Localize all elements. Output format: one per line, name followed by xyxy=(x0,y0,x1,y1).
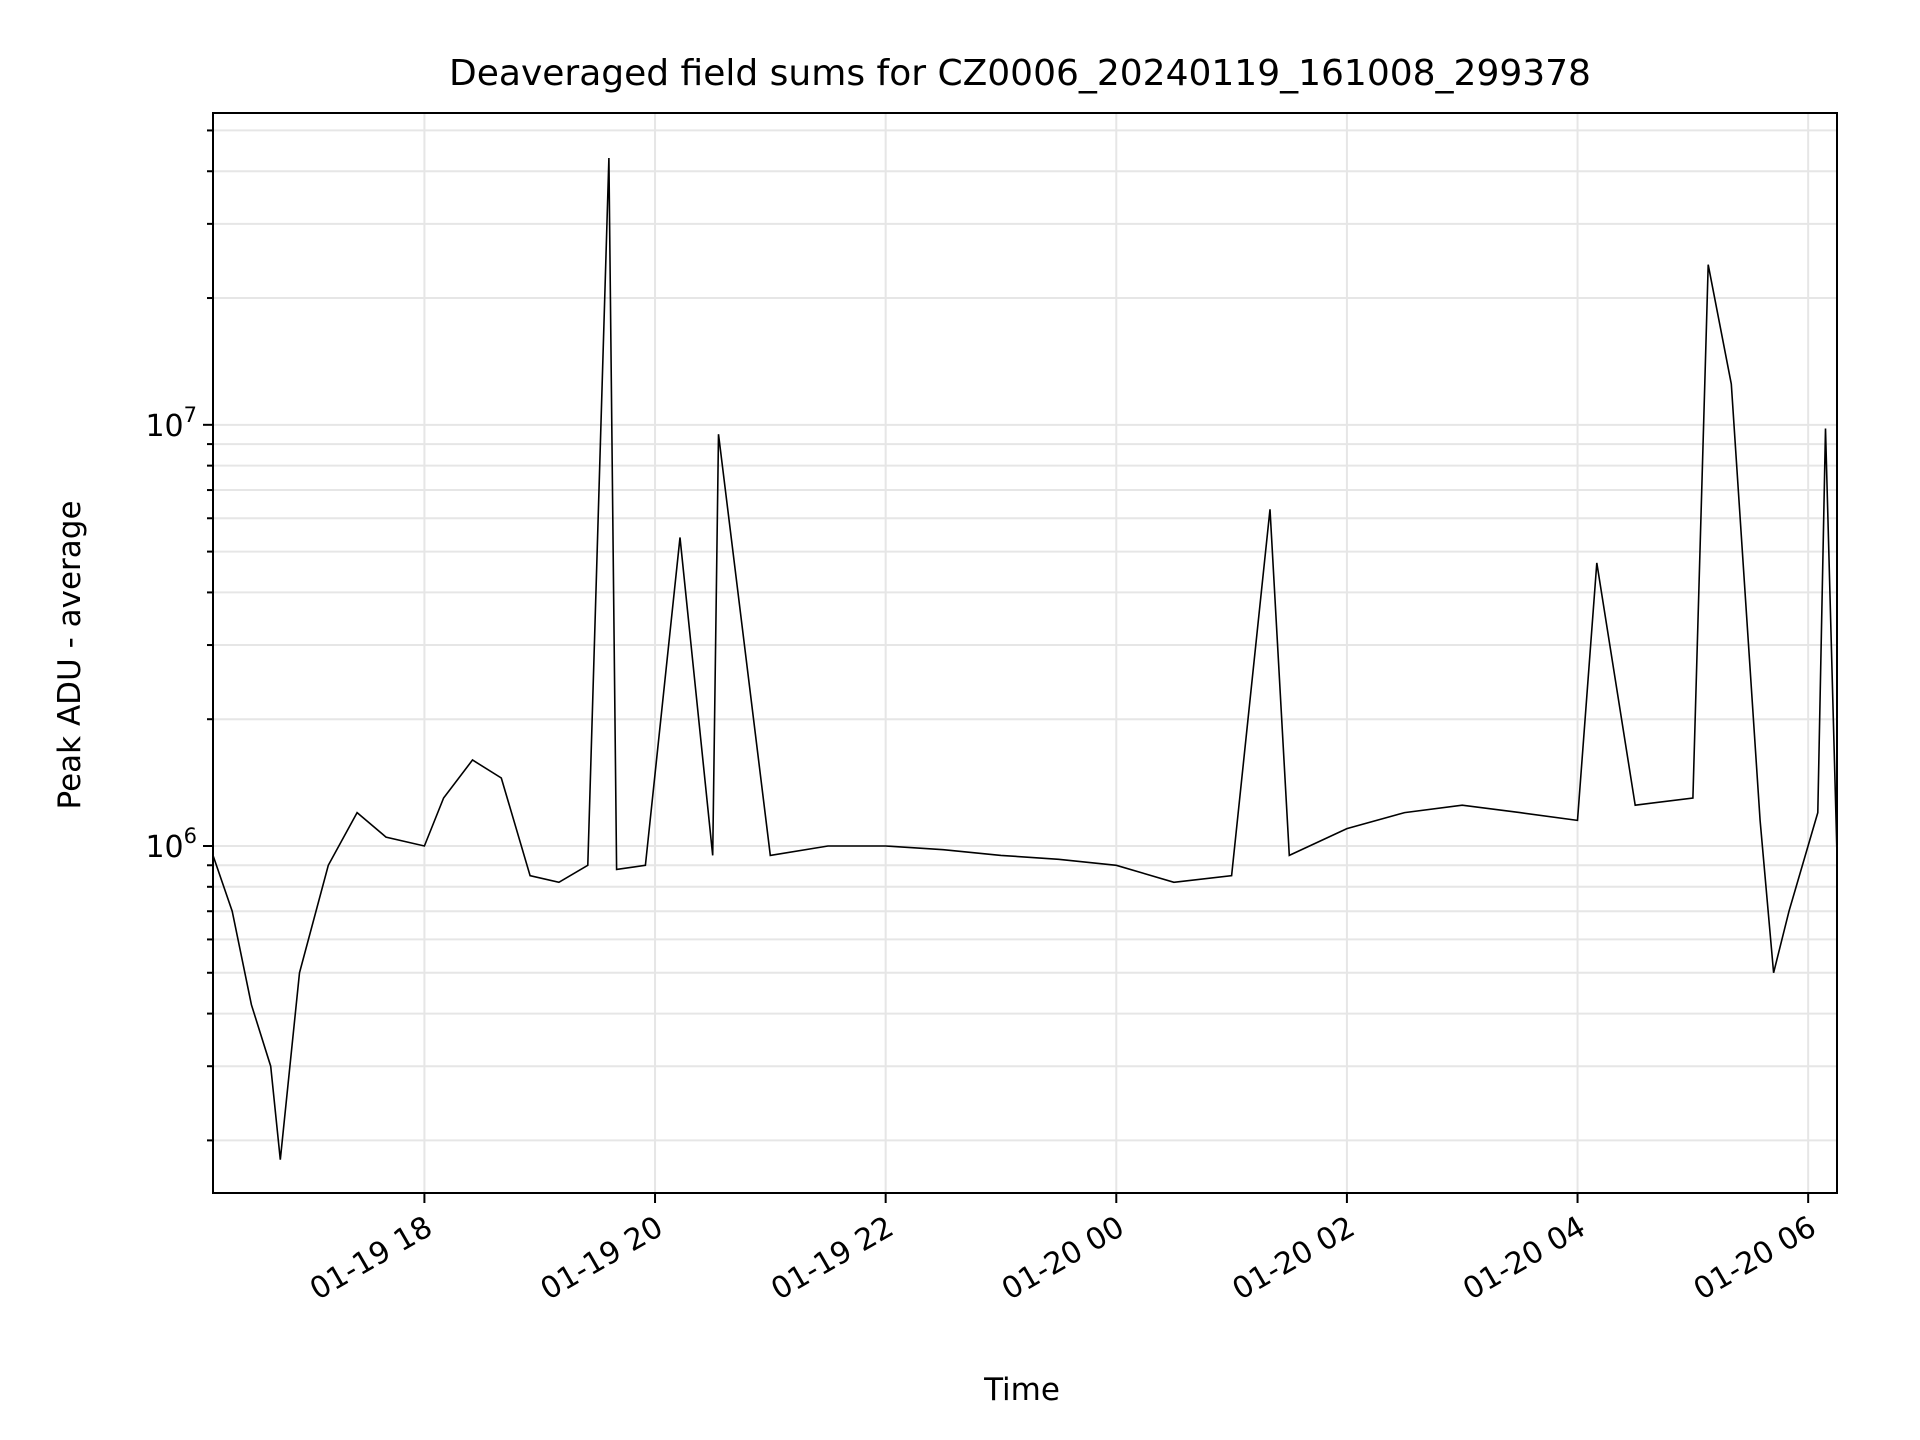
y-axis: 106 107 xyxy=(145,129,213,1142)
grid xyxy=(213,113,1837,1193)
series-line-group xyxy=(212,157,1838,1160)
y-tick-label: 106 xyxy=(145,824,197,865)
series-line xyxy=(212,157,1838,1160)
y-tick-label: 107 xyxy=(145,403,197,444)
chart-title: Deaveraged field sums for CZ0006_2024011… xyxy=(449,53,1591,94)
y-axis-label: Peak ADU - average xyxy=(52,500,88,809)
plot-frame xyxy=(212,112,1838,1194)
x-axis-label: Time xyxy=(983,1372,1060,1408)
